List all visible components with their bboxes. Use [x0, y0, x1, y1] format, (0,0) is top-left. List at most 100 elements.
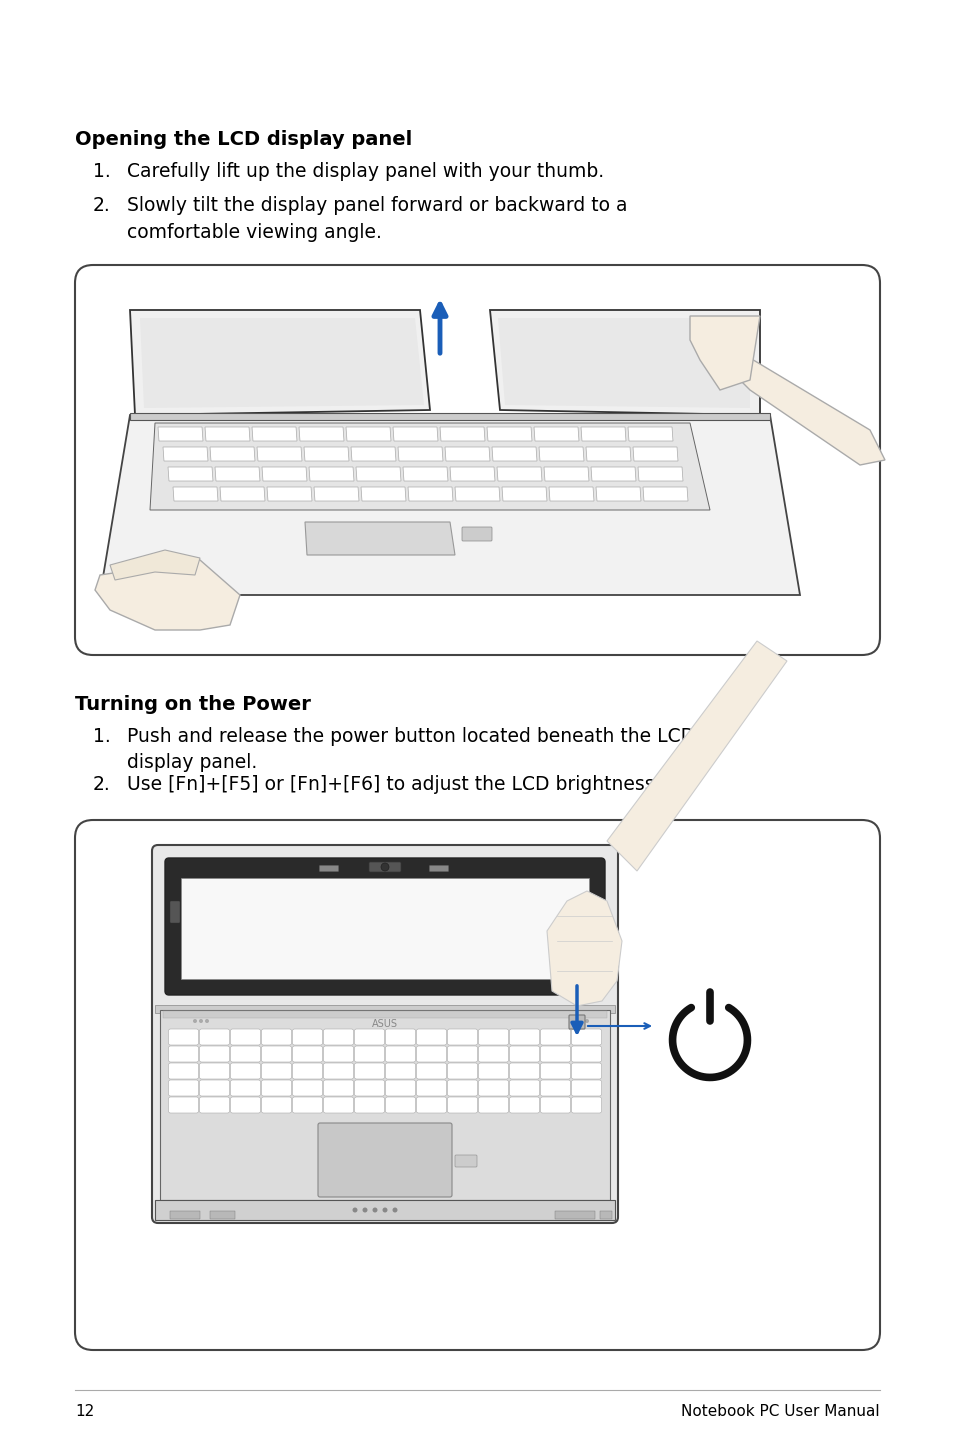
Polygon shape: [596, 487, 640, 500]
Text: Turning on the Power: Turning on the Power: [75, 695, 311, 715]
FancyBboxPatch shape: [571, 1097, 601, 1113]
Polygon shape: [580, 427, 625, 441]
Polygon shape: [346, 427, 391, 441]
Polygon shape: [397, 447, 442, 462]
FancyBboxPatch shape: [355, 1080, 384, 1096]
FancyBboxPatch shape: [540, 1097, 570, 1113]
Circle shape: [382, 1208, 387, 1212]
FancyBboxPatch shape: [599, 1211, 612, 1219]
FancyBboxPatch shape: [323, 1063, 354, 1078]
Text: 2.: 2.: [92, 196, 111, 216]
FancyBboxPatch shape: [416, 1045, 446, 1063]
FancyBboxPatch shape: [169, 1063, 198, 1078]
Polygon shape: [720, 339, 884, 464]
Polygon shape: [627, 427, 672, 441]
Circle shape: [392, 1208, 397, 1212]
Text: Carefully lift up the display panel with your thumb.: Carefully lift up the display panel with…: [127, 162, 603, 181]
Polygon shape: [214, 467, 260, 480]
FancyBboxPatch shape: [293, 1045, 322, 1063]
Polygon shape: [689, 316, 760, 390]
Circle shape: [362, 1208, 367, 1212]
Polygon shape: [543, 467, 588, 480]
FancyBboxPatch shape: [416, 1080, 446, 1096]
FancyBboxPatch shape: [170, 1211, 200, 1219]
Polygon shape: [210, 447, 254, 462]
Text: Push and release the power button located beneath the LCD
display panel.: Push and release the power button locate…: [127, 728, 695, 772]
Polygon shape: [638, 467, 682, 480]
Circle shape: [578, 1020, 582, 1022]
FancyBboxPatch shape: [199, 1030, 230, 1045]
FancyBboxPatch shape: [385, 1063, 416, 1078]
FancyBboxPatch shape: [261, 1097, 292, 1113]
Polygon shape: [360, 487, 406, 500]
FancyBboxPatch shape: [169, 1080, 198, 1096]
FancyBboxPatch shape: [199, 1097, 230, 1113]
Text: Notebook PC User Manual: Notebook PC User Manual: [680, 1405, 879, 1419]
FancyBboxPatch shape: [231, 1080, 260, 1096]
FancyBboxPatch shape: [571, 1080, 601, 1096]
FancyBboxPatch shape: [540, 1045, 570, 1063]
FancyBboxPatch shape: [169, 1045, 198, 1063]
FancyBboxPatch shape: [160, 1009, 609, 1199]
Polygon shape: [408, 487, 453, 500]
FancyBboxPatch shape: [261, 1080, 292, 1096]
Polygon shape: [642, 487, 687, 500]
Polygon shape: [304, 447, 349, 462]
FancyBboxPatch shape: [152, 846, 618, 1222]
Polygon shape: [262, 467, 307, 480]
Polygon shape: [309, 467, 354, 480]
FancyBboxPatch shape: [169, 1030, 198, 1045]
Text: 2.: 2.: [92, 775, 111, 794]
Circle shape: [199, 1020, 203, 1022]
Polygon shape: [606, 641, 786, 871]
FancyBboxPatch shape: [199, 1080, 230, 1096]
Polygon shape: [298, 427, 344, 441]
FancyBboxPatch shape: [154, 1005, 615, 1012]
Polygon shape: [590, 467, 636, 480]
Circle shape: [573, 1020, 577, 1022]
Polygon shape: [393, 427, 437, 441]
Polygon shape: [501, 487, 546, 500]
FancyBboxPatch shape: [478, 1097, 508, 1113]
FancyBboxPatch shape: [169, 1097, 198, 1113]
FancyBboxPatch shape: [540, 1030, 570, 1045]
FancyBboxPatch shape: [385, 1080, 416, 1096]
Polygon shape: [150, 423, 709, 510]
FancyBboxPatch shape: [323, 1097, 354, 1113]
FancyBboxPatch shape: [416, 1097, 446, 1113]
Text: 1.: 1.: [92, 162, 111, 181]
FancyBboxPatch shape: [231, 1063, 260, 1078]
Polygon shape: [351, 447, 395, 462]
FancyBboxPatch shape: [355, 1030, 384, 1045]
FancyBboxPatch shape: [447, 1080, 477, 1096]
FancyBboxPatch shape: [571, 1030, 601, 1045]
Polygon shape: [110, 549, 200, 580]
FancyBboxPatch shape: [429, 866, 448, 871]
Polygon shape: [355, 467, 400, 480]
FancyBboxPatch shape: [478, 1045, 508, 1063]
FancyBboxPatch shape: [571, 1045, 601, 1063]
FancyBboxPatch shape: [540, 1080, 570, 1096]
FancyBboxPatch shape: [210, 1211, 234, 1219]
FancyBboxPatch shape: [75, 820, 879, 1350]
FancyBboxPatch shape: [199, 1063, 230, 1078]
Polygon shape: [492, 447, 537, 462]
Polygon shape: [497, 318, 749, 408]
FancyBboxPatch shape: [261, 1045, 292, 1063]
Polygon shape: [172, 487, 218, 500]
Text: 1.: 1.: [92, 728, 111, 746]
FancyBboxPatch shape: [447, 1063, 477, 1078]
Polygon shape: [130, 311, 430, 416]
FancyBboxPatch shape: [447, 1097, 477, 1113]
FancyBboxPatch shape: [447, 1045, 477, 1063]
FancyBboxPatch shape: [509, 1030, 539, 1045]
FancyBboxPatch shape: [319, 866, 338, 871]
FancyBboxPatch shape: [509, 1063, 539, 1078]
Circle shape: [380, 863, 389, 871]
FancyBboxPatch shape: [181, 879, 588, 979]
Text: Slowly tilt the display panel forward or backward to a
comfortable viewing angle: Slowly tilt the display panel forward or…: [127, 196, 627, 242]
FancyBboxPatch shape: [478, 1030, 508, 1045]
FancyBboxPatch shape: [509, 1097, 539, 1113]
FancyBboxPatch shape: [231, 1097, 260, 1113]
Polygon shape: [252, 427, 296, 441]
